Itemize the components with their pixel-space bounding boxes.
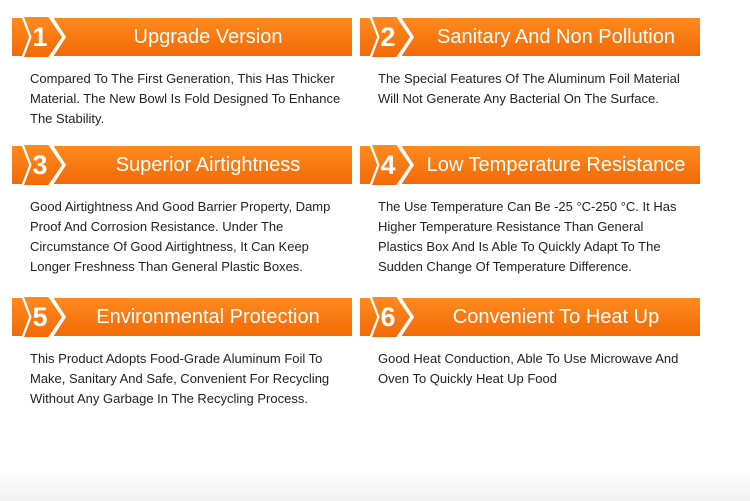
feature-block-3: 3 Superior Airtightness Good Airtightnes… — [12, 141, 352, 277]
feature-title: Convenient To Heat Up — [452, 305, 660, 328]
feature-description: The Special Features Of The Aluminum Foi… — [378, 71, 680, 106]
feature-description: Good Heat Conduction, Able To Use Microw… — [378, 351, 679, 386]
feature-title: Environmental Protection — [96, 305, 320, 328]
feature-banner: 2 Sanitary And Non Pollution — [360, 13, 700, 61]
feature-title: Sanitary And Non Pollution — [437, 25, 675, 48]
feature-block-6: 6 Convenient To Heat Up Good Heat Conduc… — [360, 293, 700, 389]
feature-banner: 4 Low Temperature Resistance — [360, 141, 700, 189]
feature-description: This Product Adopts Food-Grade Aluminum … — [30, 351, 330, 406]
feature-block-2: 2 Sanitary And Non Pollution The Special… — [360, 13, 700, 109]
feature-description: Good Airtightness And Good Barrier Prope… — [30, 199, 331, 274]
feature-title: Superior Airtightness — [115, 153, 301, 176]
feature-banner: 5 Environmental Protection — [12, 293, 352, 341]
feature-block-1: 1 Upgrade Version Compared To The First … — [12, 13, 352, 129]
feature-title: Upgrade Version — [133, 25, 283, 48]
feature-banner: 3 Superior Airtightness — [12, 141, 352, 189]
feature-banner: 6 Convenient To Heat Up — [360, 293, 700, 341]
feature-block-4: 4 Low Temperature Resistance The Use Tem… — [360, 141, 700, 277]
feature-description: Compared To The First Generation, This H… — [30, 71, 341, 126]
feature-block-5: 5 Environmental Protection This Product … — [12, 293, 352, 409]
feature-description: The Use Temperature Can Be -25 °C-250 °C… — [378, 199, 677, 274]
feature-banner: 1 Upgrade Version — [12, 13, 352, 61]
page-bottom-shade — [0, 470, 750, 501]
feature-title: Low Temperature Resistance — [426, 153, 686, 176]
